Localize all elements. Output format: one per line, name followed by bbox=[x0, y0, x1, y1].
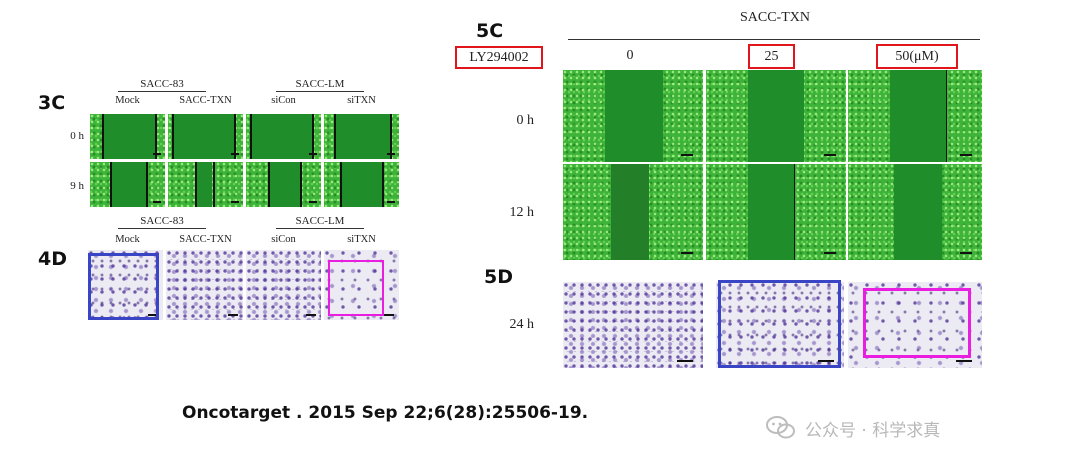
figure-4d-group-sacclm: SACC-LM bbox=[276, 215, 364, 229]
figure-3c-row-0h: 0 h bbox=[70, 130, 84, 142]
figure-5c-row-12h: 12 h bbox=[509, 205, 535, 220]
figure-5c-label: 5C bbox=[476, 20, 504, 42]
figure-5d-row-24h: 24 h bbox=[509, 317, 535, 332]
group-label: SACC-83 bbox=[140, 215, 184, 227]
watermark-text: 公众号 · 科学求真 bbox=[805, 421, 941, 441]
transwell-image bbox=[166, 250, 243, 320]
scratch-image bbox=[324, 114, 399, 159]
highlight-box-blue bbox=[88, 253, 159, 320]
citation: Oncotarget . 2015 Sep 22;6(28):25506-19. bbox=[182, 403, 589, 423]
highlight-box-blue bbox=[718, 280, 841, 368]
dose-25-label: 25 bbox=[748, 44, 795, 69]
figure-3c-col-sitxn: siTXN bbox=[347, 95, 376, 106]
figure-5c-row-0h: 0 h bbox=[516, 113, 535, 128]
group-label: SACC-83 bbox=[140, 78, 184, 90]
figure-4d-col-sicon: siCon bbox=[271, 234, 296, 245]
transwell-image bbox=[716, 282, 844, 368]
highlight-box-magenta bbox=[863, 288, 971, 358]
figure-4d-group-sacc83: SACC-83 bbox=[118, 215, 206, 229]
wechat-icon bbox=[766, 415, 796, 441]
figure-4d-label: 4D bbox=[38, 248, 67, 270]
transwell-image bbox=[246, 250, 321, 320]
scratch-image bbox=[563, 70, 703, 162]
figure-4d-col-sacc-txn: SACC-TXN bbox=[179, 234, 232, 245]
figure-5c-group-label: SACC-TXN bbox=[739, 10, 810, 25]
group-underline bbox=[568, 39, 980, 40]
figure-4d-col-mock: Mock bbox=[115, 234, 140, 245]
scratch-image bbox=[848, 70, 982, 162]
scratch-image bbox=[848, 164, 982, 260]
group-label: SACC-LM bbox=[295, 215, 345, 227]
dose-50-label: 50(μM) bbox=[876, 44, 958, 69]
scratch-image bbox=[246, 114, 321, 159]
figure-3c-col-sicon: siCon bbox=[271, 95, 296, 106]
figure-4d-col-sitxn: siTXN bbox=[347, 234, 376, 245]
dose-0-label: 0 bbox=[626, 48, 634, 63]
scratch-image bbox=[90, 162, 165, 207]
scratch-image bbox=[563, 164, 703, 260]
scratch-image bbox=[706, 70, 846, 162]
transwell-image bbox=[848, 282, 982, 368]
figure-3c-label: 3C bbox=[38, 92, 66, 114]
figure-3c-group-sacc83: SACC-83 bbox=[118, 78, 206, 92]
group-label: SACC-LM bbox=[295, 78, 345, 90]
figure-3c-col-sacc-txn: SACC-TXN bbox=[179, 95, 232, 106]
figure-3c-row-9h: 9 h bbox=[70, 180, 84, 192]
treatment-label: LY294002 bbox=[455, 46, 543, 69]
transwell-image bbox=[563, 282, 703, 368]
figure-5d-label: 5D bbox=[484, 266, 513, 288]
figure-3c-group-sacclm: SACC-LM bbox=[276, 78, 364, 92]
scratch-image bbox=[706, 164, 846, 260]
scratch-image bbox=[168, 114, 243, 159]
scratch-image bbox=[324, 162, 399, 207]
scratch-image bbox=[168, 162, 243, 207]
scratch-image bbox=[246, 162, 321, 207]
transwell-image bbox=[88, 250, 163, 320]
highlight-box-magenta bbox=[328, 260, 384, 316]
scratch-image bbox=[90, 114, 165, 159]
figure-3c-col-mock: Mock bbox=[115, 95, 140, 106]
